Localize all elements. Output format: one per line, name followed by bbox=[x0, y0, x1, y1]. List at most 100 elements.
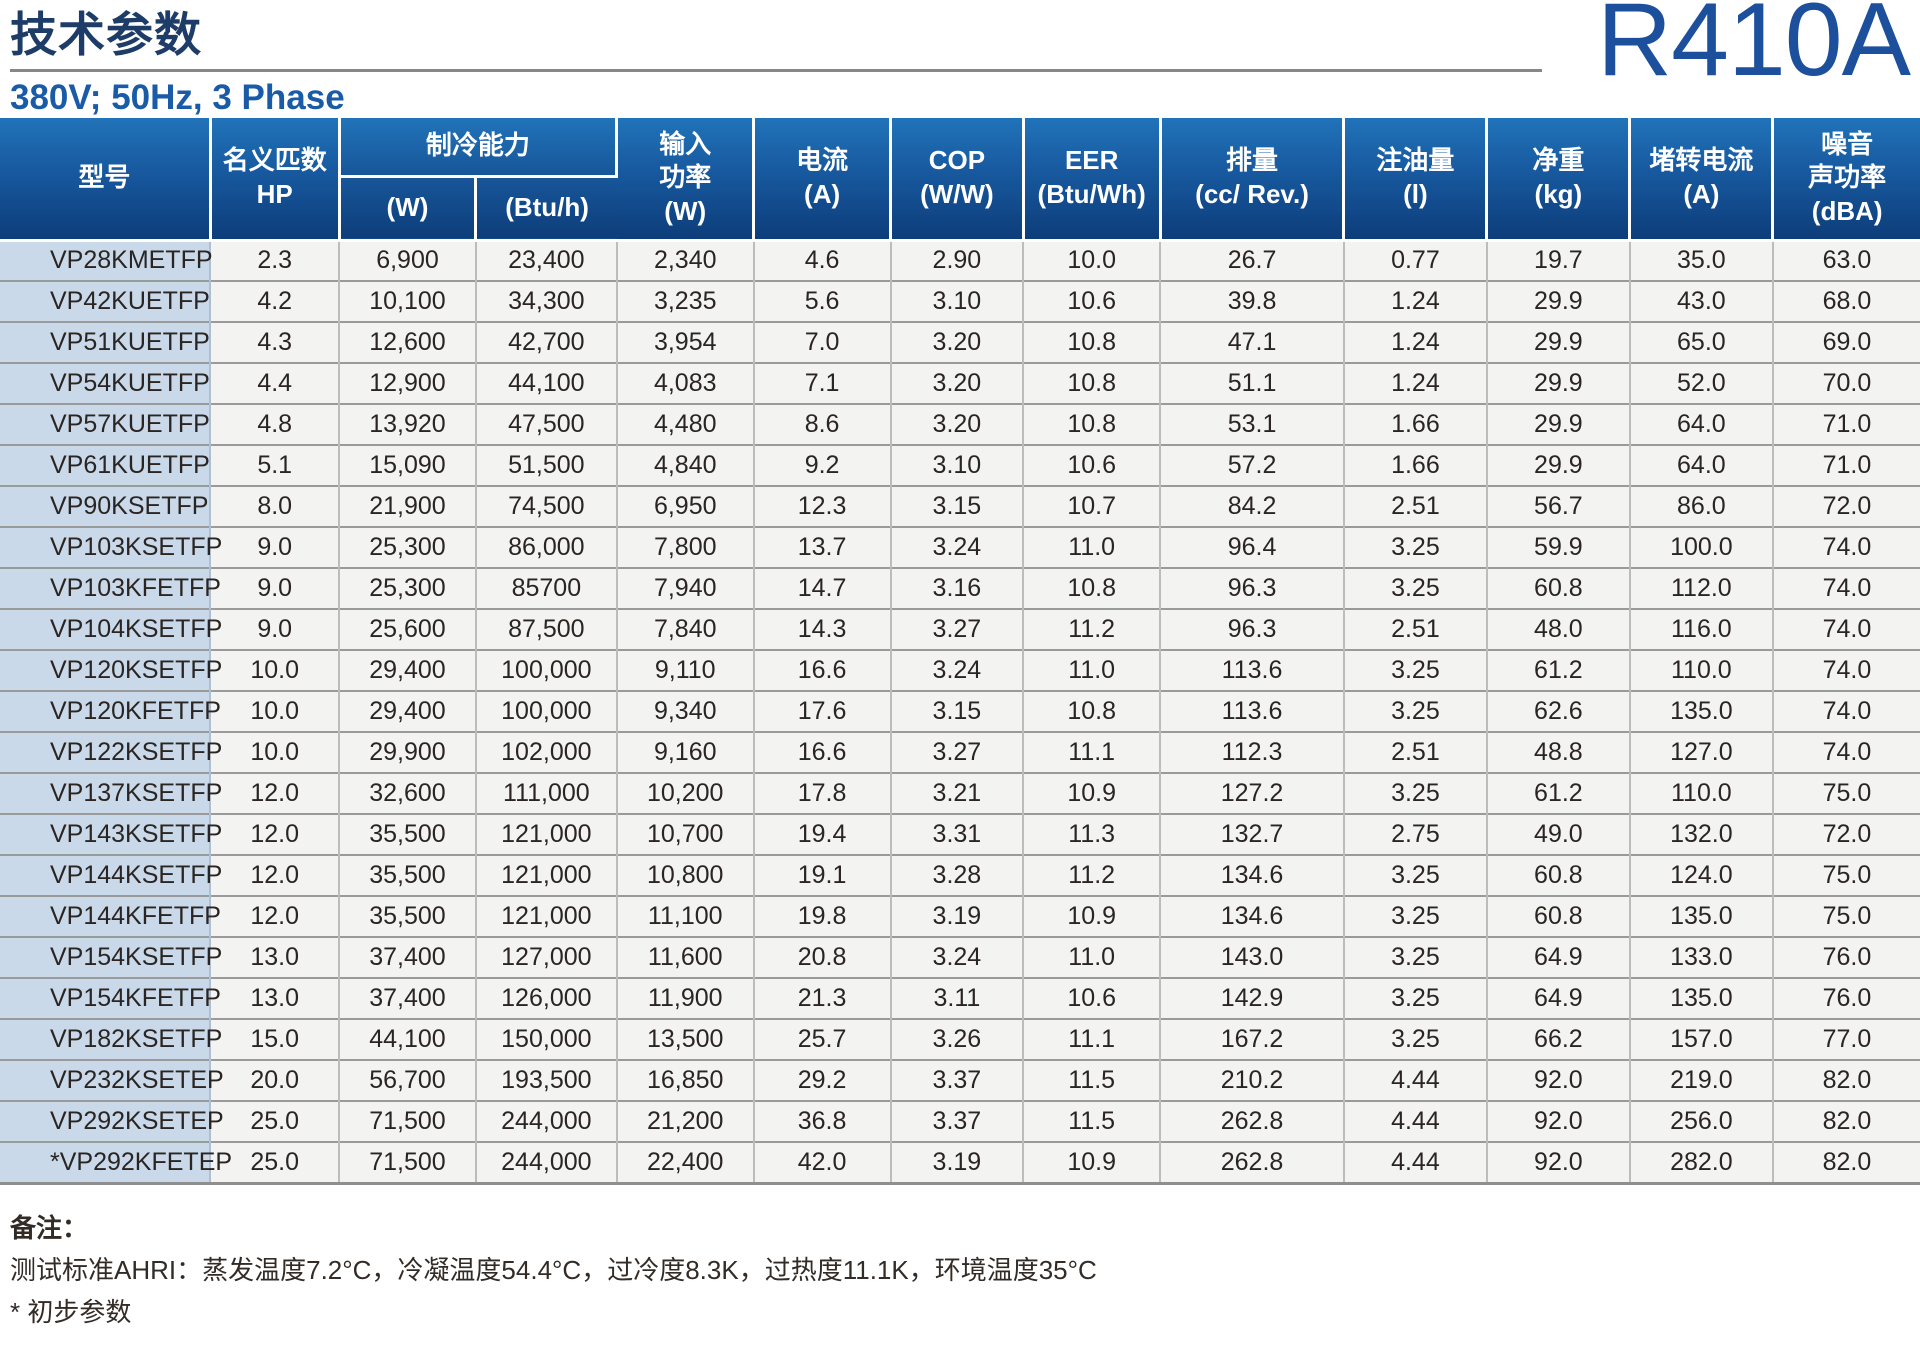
value-cell-input_w: 21,200 bbox=[616, 1101, 755, 1142]
table-row: VP61KUE TFP 5.1 15,090 51,500 4,840 9.2 3.10 10.… bbox=[0, 445, 1920, 486]
value-cell-cop: 3.24 bbox=[890, 527, 1025, 568]
value-cell-cooling_btuh: 86,000 bbox=[475, 527, 618, 568]
model-type-suffix: TFP bbox=[161, 492, 209, 520]
model-cell: VP42KUE TFP bbox=[0, 281, 212, 322]
model-name: VP154KSE bbox=[50, 943, 176, 971]
model-type-suffix: TFP bbox=[173, 697, 221, 725]
value-cell-cop: 3.10 bbox=[890, 281, 1025, 322]
page-subtitle: 380V; 50Hz, 3 Phase bbox=[10, 78, 345, 118]
value-cell-oil: 3.25 bbox=[1343, 1019, 1488, 1060]
spec-table: 型号 名义匹数 HP 制冷能力 输入 功率 (W) 电流 (A) COP (W/… bbox=[0, 118, 1920, 1185]
value-cell-input_w: 22,400 bbox=[616, 1142, 755, 1183]
value-cell-cop: 3.16 bbox=[890, 568, 1025, 609]
value-cell-oil: 2.51 bbox=[1343, 732, 1488, 773]
value-cell-input_w: 10,800 bbox=[616, 855, 755, 896]
model-name: VP120KFE bbox=[50, 697, 174, 725]
value-cell-oil: 3.25 bbox=[1343, 568, 1488, 609]
value-cell-cooling_btuh: 150,000 bbox=[475, 1019, 618, 1060]
table-row: VP51KUE TFP 4.3 12,600 42,700 3,954 7.0 3.20 10.… bbox=[0, 322, 1920, 363]
model-type-suffix: TFP bbox=[175, 738, 223, 766]
value-cell-locked_rotor_a: 219.0 bbox=[1629, 1060, 1774, 1101]
model-name: VP144KSE bbox=[50, 861, 176, 889]
value-cell-oil: 1.66 bbox=[1343, 404, 1488, 445]
model-cell: VP143KSE TFP bbox=[0, 814, 222, 855]
value-cell-locked_rotor_a: 135.0 bbox=[1629, 978, 1774, 1019]
value-cell-weight: 64.9 bbox=[1486, 937, 1631, 978]
value-cell-oil: 3.25 bbox=[1343, 937, 1488, 978]
model-type-suffix: TFP bbox=[175, 943, 223, 971]
table-row: VP154KSE TFP 13.0 37,400 127,000 11,600 20.8 3.… bbox=[0, 937, 1920, 978]
value-cell-oil: 3.25 bbox=[1343, 650, 1488, 691]
model-type-suffix: TFP bbox=[175, 615, 223, 643]
model-cell: VP144KSE TFP bbox=[0, 855, 222, 896]
model-type-suffix: TFP bbox=[162, 328, 210, 356]
value-cell-eer: 11.3 bbox=[1023, 814, 1162, 855]
value-cell-cop: 3.15 bbox=[890, 691, 1025, 732]
col-header-hp: 名义匹数 HP bbox=[210, 118, 341, 240]
value-cell-cooling_w: 37,400 bbox=[339, 978, 477, 1019]
value-cell-displacement: 47.1 bbox=[1160, 322, 1345, 363]
model-name: VP292KSE bbox=[50, 1107, 176, 1135]
value-cell-cooling_btuh: 100,000 bbox=[475, 691, 618, 732]
notes-title: 备注： bbox=[10, 1212, 89, 1243]
page-title: 技术参数 bbox=[10, 8, 202, 61]
value-cell-input_w: 7,940 bbox=[616, 568, 755, 609]
value-cell-eer: 11.2 bbox=[1023, 609, 1162, 650]
value-cell-hp: 4.3 bbox=[210, 322, 341, 363]
model-cell: VP51KUE TFP bbox=[0, 322, 212, 363]
value-cell-cop: 3.27 bbox=[890, 732, 1025, 773]
table-row: VP232KSE TEP 20.0 56,700 193,500 16,850 29.2 3.… bbox=[0, 1060, 1920, 1101]
value-cell-cop: 3.10 bbox=[890, 445, 1025, 486]
value-cell-input_w: 6,950 bbox=[616, 486, 755, 527]
value-cell-cooling_btuh: 121,000 bbox=[475, 896, 618, 937]
value-cell-hp: 15.0 bbox=[210, 1019, 341, 1060]
value-cell-eer: 11.5 bbox=[1023, 1101, 1162, 1142]
model-name: VP120KSE bbox=[50, 656, 176, 684]
value-cell-current_a: 16.6 bbox=[753, 650, 892, 691]
model-name: VP154KFE bbox=[50, 984, 174, 1012]
value-cell-input_w: 16,850 bbox=[616, 1060, 755, 1101]
value-cell-cooling_btuh: 51,500 bbox=[475, 445, 618, 486]
value-cell-locked_rotor_a: 110.0 bbox=[1629, 773, 1774, 814]
value-cell-displacement: 134.6 bbox=[1160, 855, 1345, 896]
value-cell-cooling_w: 12,600 bbox=[339, 322, 477, 363]
col-header-cop: COP (W/W) bbox=[890, 118, 1025, 240]
model-type-suffix: TFP bbox=[173, 902, 221, 930]
value-cell-noise_dba: 76.0 bbox=[1772, 978, 1920, 1019]
value-cell-cooling_w: 6,900 bbox=[339, 240, 477, 281]
value-cell-displacement: 262.8 bbox=[1160, 1101, 1345, 1142]
value-cell-weight: 61.2 bbox=[1486, 650, 1631, 691]
value-cell-cooling_btuh: 74,500 bbox=[475, 486, 618, 527]
value-cell-eer: 11.1 bbox=[1023, 732, 1162, 773]
value-cell-noise_dba: 72.0 bbox=[1772, 814, 1920, 855]
value-cell-locked_rotor_a: 256.0 bbox=[1629, 1101, 1774, 1142]
model-cell: VP122KSE TFP bbox=[0, 732, 222, 773]
model-name: VP182KSE bbox=[50, 1025, 176, 1053]
model-name: VP61KUE bbox=[50, 451, 163, 479]
value-cell-eer: 11.0 bbox=[1023, 527, 1162, 568]
value-cell-current_a: 36.8 bbox=[753, 1101, 892, 1142]
value-cell-oil: 2.75 bbox=[1343, 814, 1488, 855]
value-cell-hp: 4.4 bbox=[210, 363, 341, 404]
value-cell-noise_dba: 74.0 bbox=[1772, 650, 1920, 691]
model-type-suffix: TFP bbox=[173, 574, 221, 602]
model-type-suffix: TFP bbox=[162, 451, 210, 479]
col-header-input-power: 输入 功率 (W) bbox=[616, 118, 756, 240]
value-cell-hp: 20.0 bbox=[210, 1060, 341, 1101]
table-row: VP28KME TFP 2.3 6,900 23,400 2,340 4.6 2.90 10.0… bbox=[0, 240, 1920, 281]
value-cell-current_a: 7.0 bbox=[753, 322, 892, 363]
value-cell-current_a: 20.8 bbox=[753, 937, 892, 978]
value-cell-input_w: 11,100 bbox=[616, 896, 755, 937]
model-name: VP54KUE bbox=[50, 369, 163, 397]
value-cell-oil: 3.25 bbox=[1343, 527, 1488, 568]
col-header-net-weight: 净重 (kg) bbox=[1486, 118, 1632, 240]
value-cell-weight: 48.0 bbox=[1486, 609, 1631, 650]
value-cell-cooling_w: 32,600 bbox=[339, 773, 477, 814]
table-row: VP182KSE TFP 15.0 44,100 150,000 13,500 25.7 3.… bbox=[0, 1019, 1920, 1060]
model-cell: VP120KSE TFP bbox=[0, 650, 222, 691]
value-cell-input_w: 11,900 bbox=[616, 978, 755, 1019]
value-cell-cooling_w: 10,100 bbox=[339, 281, 477, 322]
value-cell-weight: 48.8 bbox=[1486, 732, 1631, 773]
value-cell-displacement: 143.0 bbox=[1160, 937, 1345, 978]
value-cell-oil: 4.44 bbox=[1343, 1142, 1488, 1183]
